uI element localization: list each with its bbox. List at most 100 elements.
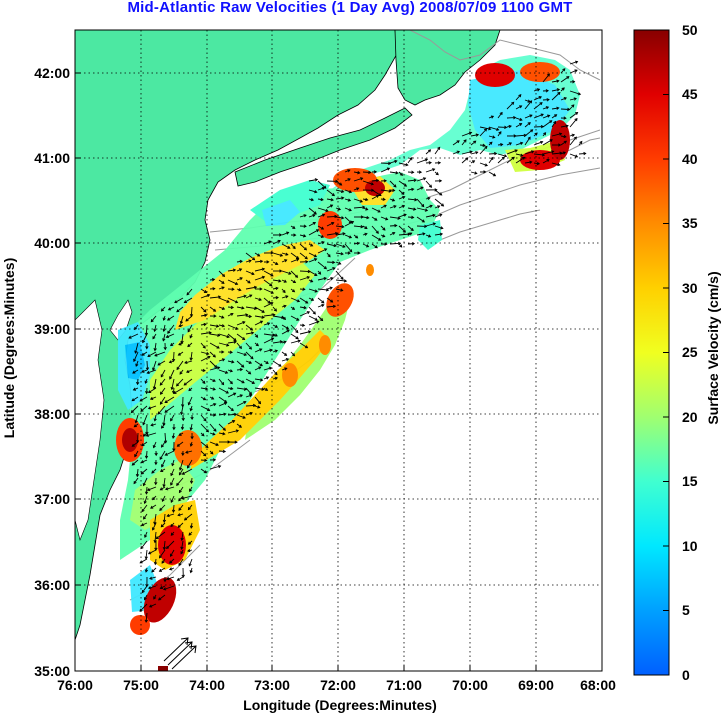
- velocity-vector-head: [152, 367, 156, 372]
- velocity-vector: [551, 114, 557, 119]
- velocity-vector-head: [211, 396, 215, 400]
- velocity-vector: [569, 112, 578, 119]
- velocity-vector: [132, 459, 139, 466]
- velocity-vector-head: [402, 229, 407, 233]
- velocity-vector-head: [546, 98, 550, 102]
- velocity-vector-head: [377, 209, 381, 213]
- velocity-vector-head: [303, 214, 307, 218]
- velocity-vector: [308, 258, 317, 263]
- velocity-vector: [308, 270, 318, 276]
- velocity-vector-head: [530, 129, 534, 133]
- velocity-vector: [263, 297, 271, 304]
- velocity-vector-head: [258, 297, 262, 301]
- velocity-vector-head: [439, 213, 443, 217]
- velocity-vector-head: [488, 127, 492, 131]
- x-tick-label: 71:00: [386, 677, 422, 693]
- velocity-vector-head: [232, 268, 237, 272]
- velocity-vector-head: [492, 173, 497, 177]
- velocity-vector-head: [411, 215, 415, 220]
- velocity-vector: [200, 450, 207, 457]
- colorbar-tick-labels: 0 5 10 15 20 25 30 35 40 45 50: [682, 22, 698, 683]
- velocity-vector-head: [320, 197, 324, 202]
- velocity-vector-head: [332, 267, 336, 271]
- velocity-vector-head: [202, 345, 206, 349]
- velocity-vector: [178, 351, 184, 356]
- velocity-vector: [317, 277, 327, 281]
- velocity-vector-head: [340, 288, 344, 292]
- velocity-vector: [141, 585, 148, 593]
- velocity-vector: [218, 450, 226, 452]
- velocity-vector-head: [212, 432, 216, 436]
- velocity-vector-head: [302, 234, 307, 238]
- velocity-vector-head: [257, 401, 262, 405]
- velocity-vector-head: [181, 574, 185, 578]
- velocity-vector-head: [146, 370, 150, 375]
- velocity-vector: [254, 366, 261, 371]
- velocity-vector: [335, 243, 346, 248]
- velocity-vector-head: [529, 100, 533, 104]
- velocity-vector: [425, 180, 432, 188]
- velocity-vector: [416, 186, 424, 191]
- velocity-vector: [569, 90, 581, 95]
- velocity-vector-head: [131, 398, 135, 402]
- velocity-vector-head: [133, 424, 137, 428]
- velocity-vector: [371, 207, 381, 213]
- velocity-vector-head: [188, 532, 192, 536]
- velocity-vector-head: [316, 229, 320, 233]
- velocity-vector: [308, 229, 319, 236]
- map-plot-area: [75, 30, 602, 671]
- velocity-vector: [542, 73, 550, 83]
- velocity-vector: [281, 270, 291, 275]
- velocity-vector: [353, 206, 365, 209]
- velocity-vector-head: [215, 324, 220, 328]
- velocity-vector-head: [170, 386, 174, 391]
- velocity-vector: [308, 179, 318, 182]
- velocity-vector-head: [223, 412, 227, 416]
- velocity-vector-head: [249, 394, 253, 398]
- velocity-vector-head: [546, 159, 550, 163]
- velocity-vector-head: [180, 411, 184, 416]
- velocity-vector: [542, 114, 550, 119]
- velocity-vector: [254, 387, 264, 390]
- velocity-vector-head: [347, 198, 352, 202]
- velocity-vector-head: [554, 114, 558, 118]
- velocity-vector-head: [463, 139, 467, 143]
- velocity-vector-head: [391, 198, 396, 202]
- velocity-vector: [407, 225, 414, 231]
- velocity-vector: [398, 180, 407, 187]
- velocity-vector: [236, 306, 244, 309]
- velocity-vector-head: [348, 208, 352, 212]
- velocity-vector-head: [238, 345, 242, 350]
- velocity-vector: [170, 468, 175, 476]
- velocity-vector: [425, 168, 435, 173]
- velocity-vector-head: [153, 521, 157, 525]
- velocity-vector-head: [155, 536, 159, 540]
- velocity-vector-head: [423, 177, 427, 181]
- velocity-vector: [362, 180, 374, 185]
- velocity-vector: [143, 513, 148, 520]
- velocity-vector: [165, 450, 175, 456]
- velocity-vector-head: [253, 285, 258, 290]
- velocity-vector-head: [259, 259, 264, 264]
- velocity-vector-head: [553, 120, 557, 125]
- velocity-vector-head: [519, 123, 523, 127]
- velocity-vector-head: [134, 454, 138, 458]
- velocity-vector-head: [161, 560, 165, 564]
- colorbar-tick-label: 0: [682, 667, 690, 683]
- velocity-vector: [227, 341, 237, 344]
- velocity-vector-head: [382, 234, 386, 238]
- velocity-vector-head: [288, 271, 292, 275]
- velocity-vector-head: [164, 409, 168, 413]
- velocity-vector-head: [501, 156, 505, 160]
- velocity-vector-head: [213, 402, 217, 407]
- velocity-vector: [254, 378, 263, 381]
- velocity-vector-head: [557, 162, 561, 167]
- velocity-vector: [236, 351, 247, 356]
- velocity-vector-head: [234, 440, 238, 444]
- velocity-vector-head: [152, 445, 156, 449]
- velocity-vector: [488, 157, 494, 164]
- velocity-vector: [148, 405, 157, 410]
- velocity-vector: [371, 234, 381, 241]
- velocity-vector: [157, 405, 166, 415]
- velocity-vector-head: [160, 308, 165, 312]
